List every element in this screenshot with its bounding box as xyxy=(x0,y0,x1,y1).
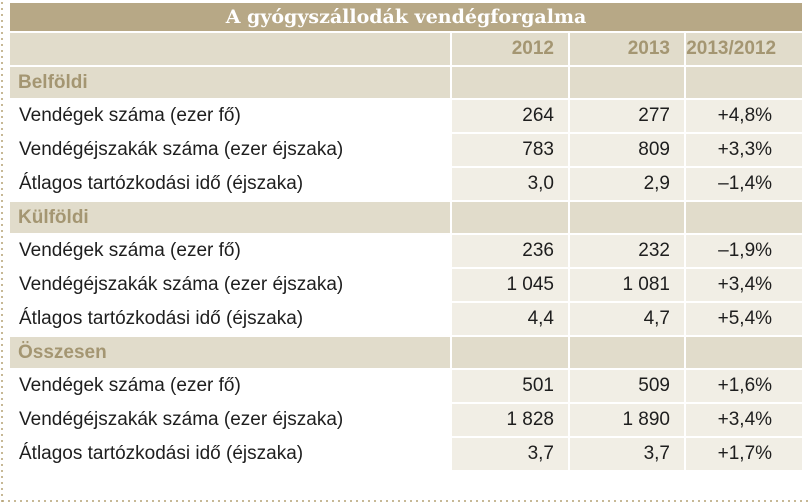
row-label: Vendégéjszakák száma (ezer éjszaka) xyxy=(8,267,452,303)
value-2012: 1 828 xyxy=(450,402,570,438)
value-2013: 509 xyxy=(568,368,686,404)
column-header-change: 2013/2012 xyxy=(683,31,805,67)
table-row: Átlagos tartózkodási idő (éjszaka) 4,4 4… xyxy=(8,301,805,337)
value-2013: 232 xyxy=(568,233,686,269)
dotted-border-bottom xyxy=(0,500,810,502)
table-row: Vendégéjszakák száma (ezer éjszaka) 1 82… xyxy=(8,402,805,438)
section-filler xyxy=(568,335,686,370)
table-title-row: A gyógyszállodák vendégforgalma xyxy=(7,1,805,33)
value-2012: 236 xyxy=(450,233,570,269)
row-label: Átlagos tartózkodási idő (éjszaka) xyxy=(8,166,452,202)
value-2013: 277 xyxy=(568,98,686,134)
row-label: Vendégek száma (ezer fő) xyxy=(8,368,452,404)
value-change: +1,7% xyxy=(683,436,805,472)
value-2012: 3,0 xyxy=(450,166,570,202)
section-row-belfoldi: Belföldi xyxy=(8,65,805,100)
value-2013: 4,7 xyxy=(568,301,686,337)
value-change: –1,9% xyxy=(683,233,805,269)
section-filler xyxy=(683,65,805,100)
section-label: Belföldi xyxy=(8,65,452,100)
table-row: Átlagos tartózkodási idő (éjszaka) 3,0 2… xyxy=(8,166,805,202)
table-row: Vendégek száma (ezer fő) 264 277 +4,8% xyxy=(8,98,805,134)
section-row-kulfoldi: Külföldi xyxy=(8,200,805,235)
section-filler xyxy=(683,200,805,235)
value-2012: 783 xyxy=(450,132,570,168)
row-label: Vendégéjszakák száma (ezer éjszaka) xyxy=(8,402,452,438)
table-row: Vendégéjszakák száma (ezer éjszaka) 1 04… xyxy=(8,267,805,303)
value-2013: 1 081 xyxy=(568,267,686,303)
value-2013: 809 xyxy=(568,132,686,168)
value-2012: 1 045 xyxy=(450,267,570,303)
value-2012: 501 xyxy=(450,368,570,404)
value-2012: 3,7 xyxy=(450,436,570,472)
value-change: +3,3% xyxy=(683,132,805,168)
dotted-border-left xyxy=(1,0,3,503)
section-filler xyxy=(568,65,686,100)
table-row: Vendégek száma (ezer fő) 501 509 +1,6% xyxy=(8,368,805,404)
value-change: +5,4% xyxy=(683,301,805,337)
section-label: Külföldi xyxy=(8,200,452,235)
value-2012: 264 xyxy=(450,98,570,134)
value-change: +1,6% xyxy=(683,368,805,404)
value-2013: 2,9 xyxy=(568,166,686,202)
value-change: –1,4% xyxy=(683,166,805,202)
section-filler xyxy=(568,200,686,235)
value-change: +3,4% xyxy=(683,402,805,438)
row-label: Átlagos tartózkodási idő (éjszaka) xyxy=(8,436,452,472)
column-header-2012: 2012 xyxy=(450,31,570,67)
value-2013: 3,7 xyxy=(568,436,686,472)
section-filler xyxy=(450,335,570,370)
value-change: +4,8% xyxy=(683,98,805,134)
hotel-traffic-table: A gyógyszállodák vendégforgalma 2012 201… xyxy=(7,1,805,472)
section-filler xyxy=(683,335,805,370)
column-header-row: 2012 2013 2013/2012 xyxy=(8,31,805,67)
row-label: Vendégéjszakák száma (ezer éjszaka) xyxy=(8,132,452,168)
section-filler xyxy=(450,200,570,235)
section-label: Összesen xyxy=(8,335,452,370)
table-row: Átlagos tartózkodási idő (éjszaka) 3,7 3… xyxy=(8,436,805,472)
value-2013: 1 890 xyxy=(568,402,686,438)
value-change: +3,4% xyxy=(683,267,805,303)
row-label: Átlagos tartózkodási idő (éjszaka) xyxy=(8,301,452,337)
table-row: Vendégéjszakák száma (ezer éjszaka) 783 … xyxy=(8,132,805,168)
section-row-osszesen: Összesen xyxy=(8,335,805,370)
table-title: A gyógyszállodák vendégforgalma xyxy=(7,1,805,33)
column-header-2013: 2013 xyxy=(568,31,686,67)
header-blank-cell xyxy=(8,31,452,67)
value-2012: 4,4 xyxy=(450,301,570,337)
section-filler xyxy=(450,65,570,100)
row-label: Vendégek száma (ezer fő) xyxy=(8,98,452,134)
row-label: Vendégek száma (ezer fő) xyxy=(8,233,452,269)
table-row: Vendégek száma (ezer fő) 236 232 –1,9% xyxy=(8,233,805,269)
